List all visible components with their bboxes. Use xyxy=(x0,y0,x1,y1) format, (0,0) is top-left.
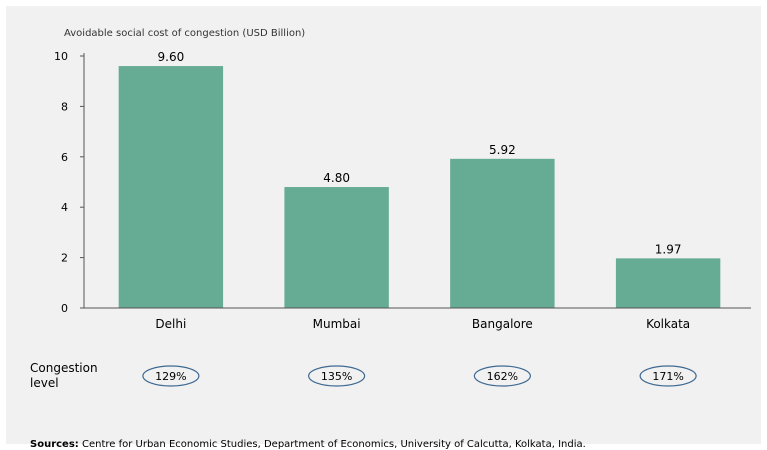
y-axis: 0 2 4 6 8 10 xyxy=(54,50,84,315)
bar-chart: Avoidable social cost of congestion (USD… xyxy=(30,28,751,390)
congestion-badge xyxy=(142,365,200,387)
bar-delhi xyxy=(118,66,224,308)
y-tick-label: 8 xyxy=(61,100,68,113)
category-label: Mumbai xyxy=(313,317,361,331)
value-label: 1.97 xyxy=(655,242,682,256)
bar-mumbai xyxy=(284,187,389,308)
congestion-value: 135% xyxy=(321,370,352,383)
y-tick-label: 4 xyxy=(61,201,68,214)
value-label: 5.92 xyxy=(489,143,516,157)
category-label: Delhi xyxy=(155,317,186,331)
value-label: 9.60 xyxy=(158,50,185,64)
category-label: Kolkata xyxy=(646,317,690,331)
source-note: Sources: Centre for Urban Economic Studi… xyxy=(30,439,586,450)
congestion-value: 171% xyxy=(652,370,683,383)
congestion-badge xyxy=(473,365,531,387)
congestion-value: 162% xyxy=(487,370,518,383)
value-label: 4.80 xyxy=(323,171,350,185)
y-tick-label: 0 xyxy=(61,302,68,315)
chart-panel: Avoidable social cost of congestion (USD… xyxy=(6,6,761,450)
congestion-badge xyxy=(639,365,697,387)
category-label: Bangalore xyxy=(472,317,533,331)
congestion-badge xyxy=(308,365,366,387)
y-axis-label: Avoidable social cost of congestion (USD… xyxy=(64,28,305,39)
congestion-label-line2: level xyxy=(30,376,59,390)
source-text: Centre for Urban Economic Studies, Depar… xyxy=(78,439,586,450)
source-prefix: Sources: xyxy=(30,439,79,450)
congestion-level-row: Congestion level 129% 135% 162% 171% xyxy=(30,361,697,390)
bar-kolkata xyxy=(615,258,721,308)
congestion-value: 129% xyxy=(155,370,186,383)
y-tick-label: 6 xyxy=(61,151,68,164)
congestion-label-line1: Congestion xyxy=(30,361,98,375)
bar-bangalore xyxy=(450,158,555,308)
y-tick-label: 10 xyxy=(54,50,68,63)
y-tick-label: 2 xyxy=(61,252,68,265)
bars: 9.60 Delhi 4.80 Mumbai 5.92 Bangalore 1.97 Kolk… xyxy=(118,50,721,331)
